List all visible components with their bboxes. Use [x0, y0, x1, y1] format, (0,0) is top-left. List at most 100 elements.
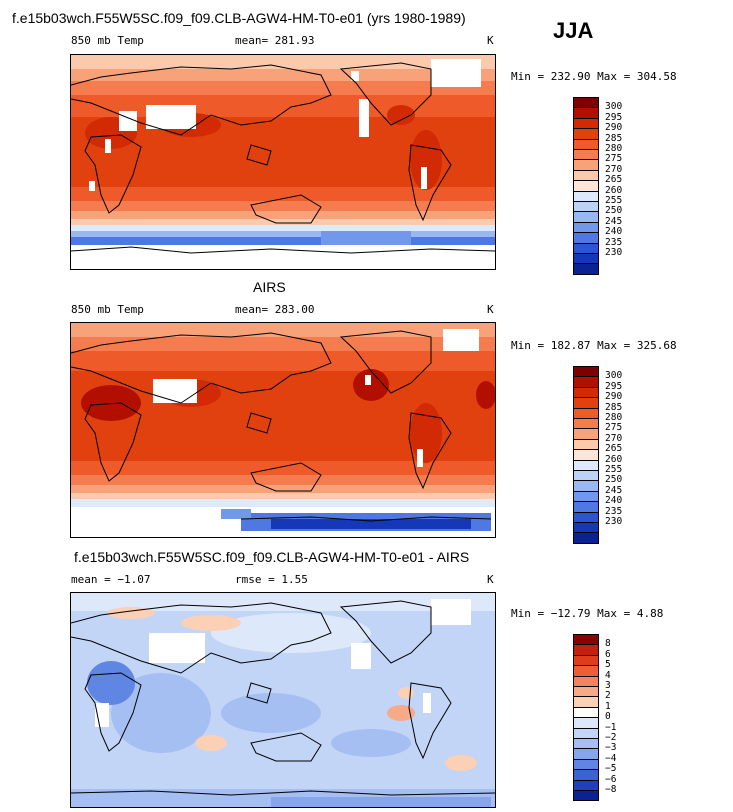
colorbar-tick-label: 260	[605, 453, 623, 465]
panel3-map	[70, 592, 496, 808]
colorbar-swatch	[573, 232, 599, 243]
colorbar-tick-label: 275	[605, 153, 623, 165]
colorbar-swatch	[573, 407, 599, 418]
panel1-coastlines	[71, 62, 495, 254]
colorbar-swatch	[573, 706, 599, 718]
colorbar-swatch	[573, 769, 599, 780]
panel3-rmse: rmse = 1.55	[235, 573, 308, 586]
colorbar-swatch	[573, 149, 599, 160]
colorbar-tick-label: −8	[605, 784, 617, 795]
panel1-map	[70, 54, 496, 270]
season-label: JJA	[553, 18, 594, 43]
colorbar-tick-label: 265	[605, 174, 623, 186]
colorbar-tick-label: 6	[605, 648, 611, 660]
colorbar-swatch	[573, 738, 599, 749]
colorbar-tick-label: 275	[605, 422, 623, 434]
colorbar-swatch	[573, 490, 599, 502]
panel2-units: K	[487, 303, 494, 316]
panel3-title: f.e15b03wch.F55W5SC.f09_f09.CLB-AGW4-HM-…	[74, 549, 470, 565]
colorbar-tick-label: 280	[605, 412, 623, 423]
colorbar-swatch	[573, 634, 599, 645]
colorbar-tick-label: 270	[605, 163, 623, 175]
colorbar-swatch	[573, 438, 599, 450]
colorbar-swatch	[573, 253, 599, 264]
panel3-left-label: mean = −1.07	[71, 573, 151, 586]
colorbar-tick-label: 285	[605, 132, 623, 144]
colorbar-tick-label: 230	[605, 516, 623, 527]
panel1-field	[71, 55, 495, 269]
colorbar-tick-label: 230	[605, 247, 623, 258]
colorbar-tick-label: 4	[605, 669, 611, 681]
colorbar-swatch	[573, 263, 599, 275]
colorbar-swatch	[573, 376, 599, 387]
colorbar-tick-label: −6	[605, 773, 617, 785]
colorbar-swatch	[573, 654, 599, 666]
colorbar-tick-label: 8	[605, 638, 611, 650]
colorbar-swatch	[573, 532, 599, 544]
colorbar-swatch	[573, 159, 599, 170]
panel3-min-max: Min = −12.79 Max = 4.88	[511, 607, 664, 620]
colorbar-swatch	[573, 511, 599, 522]
panel2-min-max: Min = 182.87 Max = 325.68	[511, 339, 677, 352]
colorbar-swatch	[573, 180, 599, 191]
colorbar-tick-label: −5	[605, 763, 617, 775]
colorbar-swatch	[573, 758, 599, 770]
colorbar-swatch	[573, 748, 599, 759]
colorbar-tick-label: 290	[605, 122, 623, 134]
colorbar-swatch	[573, 128, 599, 139]
colorbar-swatch	[573, 397, 599, 408]
colorbar-swatch	[573, 727, 599, 738]
colorbar-tick-label: 240	[605, 226, 623, 238]
colorbar-tick-label: 5	[605, 659, 611, 671]
colorbar-swatch	[573, 717, 599, 728]
colorbar-swatch	[573, 522, 599, 533]
colorbar-swatch	[573, 428, 599, 439]
colorbar-tick-label: 295	[605, 111, 623, 123]
colorbar-swatch	[573, 480, 599, 491]
colorbar-tick-label: 300	[605, 101, 623, 113]
colorbar-swatch	[573, 107, 599, 118]
colorbar-tick-label: 280	[605, 143, 623, 154]
colorbar-tick-label: 1	[605, 700, 611, 712]
panel3-coastlines	[71, 600, 495, 796]
colorbar-tick-label: 255	[605, 195, 623, 206]
colorbar-tick-label: 260	[605, 184, 623, 196]
colorbar-tick-label: 245	[605, 484, 623, 496]
colorbar-swatch	[573, 644, 599, 655]
colorbar-swatch	[573, 779, 599, 790]
colorbar-tick-label: 270	[605, 432, 623, 444]
colorbar-tick-label: 265	[605, 443, 623, 455]
panel3-field	[71, 593, 495, 807]
colorbar-swatch	[573, 190, 599, 201]
panel1-mean: mean= 281.93	[235, 34, 315, 47]
colorbar-swatch	[573, 138, 599, 149]
colorbar-swatch	[573, 366, 599, 377]
colorbar-tick-label: 235	[605, 505, 623, 517]
colorbar-swatch	[573, 459, 599, 470]
colorbar-tick-label: −2	[605, 732, 617, 743]
panel2-field	[71, 323, 495, 537]
colorbar-swatch	[573, 242, 599, 253]
colorbar-tick-label: 255	[605, 464, 623, 475]
colorbar-tick-label: 0	[605, 711, 611, 723]
panel1-units: K	[487, 34, 494, 47]
colorbar-tick-label: 285	[605, 401, 623, 413]
colorbar-swatch	[573, 470, 599, 481]
panel1-map-svg	[71, 55, 495, 269]
colorbar-tick-label: 290	[605, 391, 623, 403]
panel2-left-label: 850 mb Temp	[71, 303, 144, 316]
colorbar-tick-label: 300	[605, 370, 623, 382]
colorbar-swatch	[573, 675, 599, 686]
colorbar-swatch	[573, 696, 599, 707]
colorbar-tick-label: 250	[605, 205, 623, 217]
colorbar-tick-label: 2	[605, 690, 611, 702]
colorbar-swatch	[573, 221, 599, 233]
colorbar-swatch	[573, 418, 599, 429]
colorbar-tick-label: 245	[605, 215, 623, 227]
colorbar-swatch	[573, 449, 599, 460]
colorbar-tick-label: −1	[605, 721, 617, 733]
colorbar-swatch	[573, 790, 599, 802]
colorbar-swatch	[573, 201, 599, 212]
colorbar-swatch	[573, 665, 599, 676]
colorbar-swatch	[573, 686, 599, 697]
